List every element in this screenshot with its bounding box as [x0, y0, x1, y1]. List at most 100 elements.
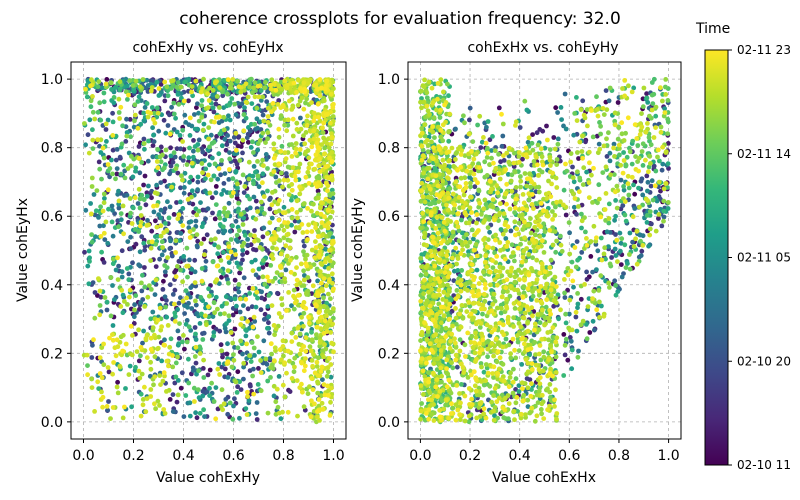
plot1-data-point [217, 372, 223, 377]
plot1-data-point [115, 390, 121, 396]
plot1-data-point [204, 322, 209, 328]
plot1-data-point [303, 348, 309, 354]
plot1-data-point [158, 223, 164, 229]
plot1-data-point [202, 313, 208, 319]
plot1-data-point [189, 123, 195, 129]
plot2-data-point [529, 387, 534, 392]
plot2-data-point [528, 184, 533, 190]
plot2-data-point [520, 156, 525, 162]
plot1-data-point [241, 112, 247, 118]
plot1-data-point [255, 159, 260, 164]
plot1-data-point [130, 333, 135, 338]
plot1-data-point [100, 404, 105, 410]
plot2-data-point [424, 95, 430, 101]
plot1-data-point [326, 266, 331, 271]
plot1-data-point [179, 173, 184, 179]
plot2-data-point [562, 352, 568, 358]
plot1-data-point [234, 390, 240, 395]
plot2-data-point [638, 253, 644, 258]
plot1-data-point [126, 372, 132, 377]
plot1-data-point [240, 247, 246, 253]
plot1-data-point [276, 98, 282, 103]
plot1-data-point [203, 176, 208, 182]
plot1-data-point [260, 112, 266, 118]
plot1-data-point [228, 81, 234, 86]
plot1-data-point [136, 94, 142, 100]
plot1-data-point [251, 391, 257, 397]
plot2-data-point [592, 327, 597, 333]
plot1-data-point [106, 369, 112, 375]
plot2-data-point [617, 230, 623, 236]
plot1-data-point [245, 319, 251, 324]
plot1-data-point [263, 80, 268, 85]
plot1-data-point [211, 333, 217, 339]
plot1-data-point [226, 200, 232, 206]
plot1-data-point [154, 105, 160, 111]
plot1-data-point [150, 143, 156, 149]
plot1-data-point [315, 101, 321, 107]
plot1-data-point [232, 101, 238, 107]
plot2-data-point [646, 135, 652, 140]
plot1-data-point [219, 158, 225, 163]
plot1-data-point [170, 392, 176, 397]
plot1-data-point [182, 185, 187, 190]
plot2-data-point [535, 142, 541, 148]
plot1-data-point [292, 364, 297, 370]
plot1-data-point [287, 98, 292, 104]
plot2-data-point [533, 403, 538, 409]
plot1-data-point [178, 146, 184, 152]
plot1-data-point [100, 394, 106, 400]
plot1-data-point [248, 232, 254, 238]
plot1-data-point [137, 249, 143, 255]
plot1-data-point [294, 277, 300, 283]
plot1-data-point [291, 80, 297, 86]
plot1-data-point [315, 86, 320, 92]
plot1-data-point [140, 77, 146, 82]
plot1-data-point [194, 232, 200, 238]
plot1-data-point [307, 384, 312, 390]
plot2-data-point [419, 401, 424, 406]
plot1-data-point [314, 324, 320, 330]
plot1-data-point [271, 323, 277, 328]
plot1-data-point [270, 245, 275, 251]
plot1-data-point [319, 400, 325, 406]
plot2-data-point [446, 93, 451, 99]
plot1-data-point [161, 407, 167, 412]
plot1-data-point [267, 220, 273, 226]
plot1-data-point [170, 292, 176, 297]
plot2-data-point [647, 113, 652, 119]
plot2-data-point [661, 214, 667, 220]
plot1-data-point [110, 332, 115, 337]
plot1-data-point [312, 401, 317, 407]
plot1-data-point [305, 237, 310, 242]
plot1-data-point [141, 136, 147, 142]
plot1-data-point [158, 180, 164, 186]
plot2-data-point [596, 141, 602, 147]
plot1-data-point [231, 352, 236, 357]
plot2-data-point [638, 238, 643, 244]
plot1-data-point [145, 158, 151, 164]
plot1-data-point [126, 150, 132, 156]
plot1-data-point [246, 398, 252, 403]
plot1-data-point [205, 206, 211, 212]
plot1-y-tick-label: 0.6 [41, 209, 63, 225]
plot1-data-point [235, 181, 240, 187]
plot1-data-point [129, 154, 134, 159]
plot1-data-point [142, 284, 148, 290]
plot1-data-point [249, 340, 255, 345]
plot1-data-point [186, 155, 192, 161]
plot1-data-point [271, 393, 277, 399]
plot2-data-point [627, 266, 633, 272]
plot1-data-point [285, 348, 291, 354]
plot2-data-point [613, 292, 619, 298]
plot2-data-point [490, 134, 495, 139]
plot1-data-point [135, 125, 141, 131]
plot2-data-point [518, 241, 523, 247]
plot1-data-point [90, 146, 96, 152]
plot1-data-point [119, 141, 125, 147]
plot2-data-point [600, 170, 606, 176]
plot1-data-point [281, 227, 287, 233]
plot2-data-point [558, 233, 563, 239]
plot1-data-point [265, 325, 270, 331]
plot2-data-point [428, 201, 434, 207]
